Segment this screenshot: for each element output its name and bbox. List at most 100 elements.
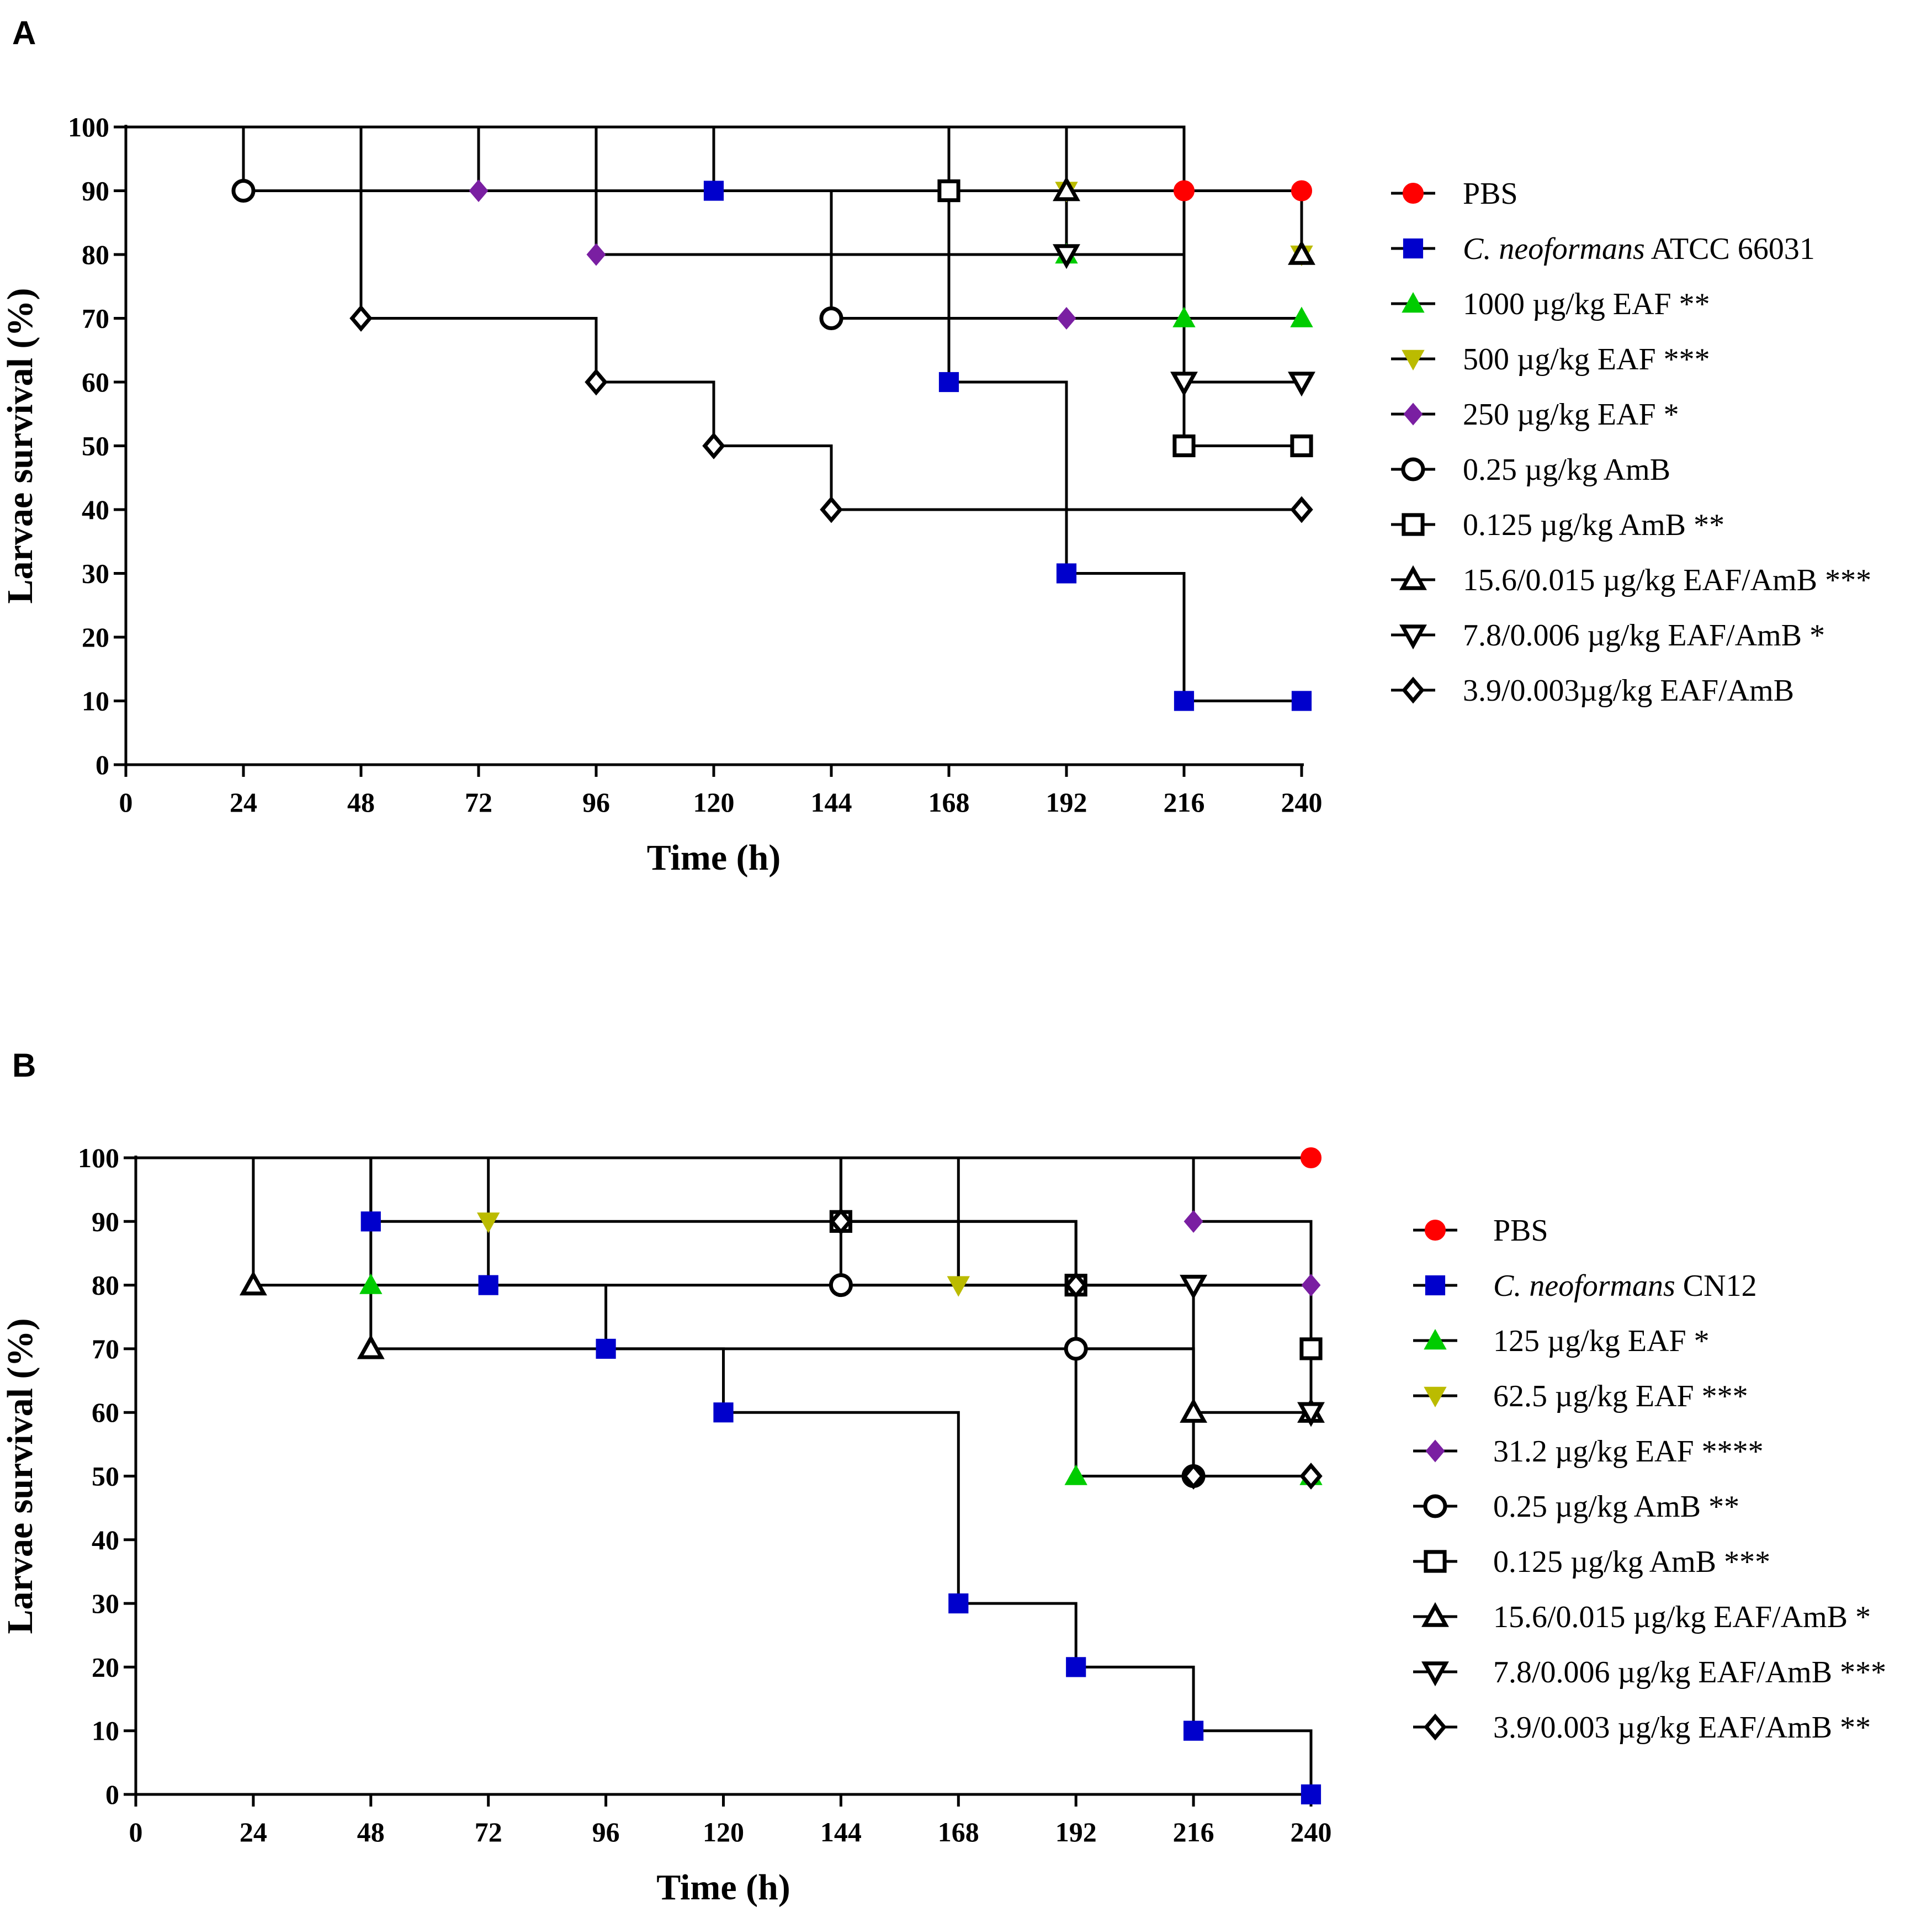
data-point-15-6-0-015-g-kg-eaf-amb <box>1288 240 1315 265</box>
legend-label: PBS <box>1463 177 1518 211</box>
data-point-15-6-0-015-g-kg-eaf-amb <box>239 1270 267 1296</box>
legend-marker <box>1402 349 1425 371</box>
legend-entry: 7.8/0.006 µg/kg EAF/AmB * <box>1391 618 1825 653</box>
data-point-pbs <box>1173 180 1195 202</box>
legend-marker <box>1401 457 1425 481</box>
data-point-3-9-0-003-g-kg-eaf-amb <box>1299 1463 1323 1490</box>
x-tick-label: 168 <box>928 787 970 818</box>
legend-entry: C. neoformans CN12 <box>1413 1269 1757 1303</box>
data-point-250-g-kg-eaf <box>1057 306 1076 330</box>
legend-label: 7.8/0.006 µg/kg EAF/AmB *** <box>1493 1655 1886 1689</box>
data-point-1000-g-kg-eaf <box>1290 306 1313 327</box>
x-tick-label: 96 <box>592 1816 620 1847</box>
data-point-c-neoformans-atcc-66031 <box>1174 691 1195 711</box>
legend-label: 7.8/0.006 µg/kg EAF/AmB * <box>1463 618 1825 653</box>
legend-entry: C. neoformans ATCC 66031 <box>1391 232 1815 266</box>
data-point-250-g-kg-eaf <box>586 243 606 266</box>
legend-label: 0.125 µg/kg AmB ** <box>1463 508 1724 542</box>
series-line-3-9-0-003-g-kg-eaf-amb <box>126 125 1302 511</box>
legend-entry: 500 µg/kg EAF *** <box>1391 342 1710 377</box>
legend-marker <box>1425 1439 1445 1463</box>
x-axis-label: Time (h) <box>647 838 781 878</box>
y-tick-label: 40 <box>92 1524 119 1555</box>
x-tick-label: 240 <box>1281 787 1323 818</box>
data-point-7-8-0-006-g-kg-eaf-amb <box>1288 372 1315 397</box>
data-point-3-9-0-003-g-kg-eaf-amb <box>1064 1272 1087 1299</box>
x-axis-label: Time (h) <box>656 1867 790 1908</box>
data-point-3-9-0-003-g-kg-eaf-amb <box>820 496 843 523</box>
x-tick-label: 120 <box>703 1816 744 1847</box>
legend-marker <box>1403 402 1423 426</box>
legend-label: 250 µg/kg EAF * <box>1463 398 1679 432</box>
y-tick-label: 0 <box>105 1779 119 1810</box>
data-point-c-neoformans-atcc-66031 <box>938 372 959 393</box>
series-line-62-5-g-kg-eaf <box>136 1156 1313 1349</box>
legend-marker <box>1424 1713 1447 1741</box>
legend-entry: PBS <box>1391 177 1518 211</box>
x-tick-label: 216 <box>1164 787 1205 818</box>
legend-label: 15.6/0.015 µg/kg EAF/AmB * <box>1493 1600 1871 1634</box>
legend-label: 3.9/0.003 µg/kg EAF/AmB ** <box>1493 1710 1871 1745</box>
series-line-7-8-0-006-g-kg-eaf-amb <box>126 125 1302 384</box>
legend-marker <box>1424 1219 1446 1241</box>
x-tick-label: 96 <box>582 787 610 818</box>
data-point-3-9-0-003-g-kg-eaf-amb <box>702 432 725 459</box>
legend-marker <box>1399 624 1427 650</box>
y-tick-label: 40 <box>82 494 109 525</box>
data-point-0-125-g-kg-amb <box>1172 434 1196 458</box>
data-point-0-25-g-kg-amb <box>231 178 256 203</box>
y-tick-label: 0 <box>95 749 109 780</box>
data-point-c-neoformans-atcc-66031 <box>1291 691 1312 711</box>
data-point-0-125-g-kg-amb <box>1299 1337 1323 1360</box>
data-point-7-8-0-006-g-kg-eaf-amb <box>1170 372 1198 397</box>
legend-marker <box>1425 1275 1446 1296</box>
data-point-125-g-kg-eaf <box>359 1273 383 1294</box>
data-point-31-2-g-kg-eaf <box>1301 1274 1321 1297</box>
data-point-0-125-g-kg-amb <box>937 179 960 203</box>
data-point-15-6-0-015-g-kg-eaf-amb <box>357 1334 385 1359</box>
legend-label: 1000 µg/kg EAF ** <box>1463 287 1710 321</box>
data-point-3-9-0-003-g-kg-eaf-amb <box>1290 496 1313 523</box>
data-point-c-neoformans-cn12 <box>478 1275 498 1295</box>
data-point-c-neoformans-cn12 <box>948 1593 969 1614</box>
data-point-31-2-g-kg-eaf <box>1183 1210 1203 1233</box>
y-tick-label: 100 <box>78 1142 119 1173</box>
legend-entry: 62.5 µg/kg EAF *** <box>1413 1379 1748 1413</box>
panel-a: A 0 10 20 30 40 50 60 70 80 90 100 0 24 48 72 96 120 144 16… <box>0 14 1871 878</box>
legend-marker <box>1424 1550 1447 1573</box>
x-tick-label: 24 <box>230 787 257 818</box>
y-tick-label: 10 <box>82 686 109 717</box>
x-tick-label: 24 <box>240 1816 267 1847</box>
data-point-pbs <box>1291 180 1313 202</box>
y-tick-label: 50 <box>92 1461 119 1492</box>
x-tick-label: 0 <box>119 787 133 818</box>
data-point-c-neoformans-cn12 <box>713 1402 734 1423</box>
legend-label: PBS <box>1493 1214 1548 1248</box>
legend-label: 31.2 µg/kg EAF **** <box>1493 1434 1764 1469</box>
legend-entry: 7.8/0.006 µg/kg EAF/AmB *** <box>1413 1655 1886 1689</box>
data-point-7-8-0-006-g-kg-eaf-amb <box>1297 1402 1325 1427</box>
legend-entry: PBS <box>1413 1214 1548 1248</box>
legend-entry: 31.2 µg/kg EAF **** <box>1413 1434 1764 1469</box>
legend-entry: 0.25 µg/kg AmB ** <box>1413 1490 1739 1524</box>
data-point-c-neoformans-cn12 <box>360 1211 381 1232</box>
x-tick-label: 120 <box>693 787 735 818</box>
legend-entry: 15.6/0.015 µg/kg EAF/AmB * <box>1413 1600 1871 1634</box>
legend-marker <box>1402 676 1425 704</box>
legend-marker <box>1402 292 1425 313</box>
legend-label: 125 µg/kg EAF * <box>1493 1324 1710 1358</box>
legend-label: 3.9/0.003µg/kg EAF/AmB <box>1463 674 1794 708</box>
legend-entry: 125 µg/kg EAF * <box>1413 1324 1710 1358</box>
x-tick-label: 144 <box>820 1816 862 1847</box>
legend-label: 0.125 µg/kg AmB *** <box>1493 1545 1770 1579</box>
panel-letter: B <box>12 1047 36 1084</box>
data-point-7-8-0-006-g-kg-eaf-amb <box>1053 244 1080 269</box>
y-tick-label: 80 <box>92 1270 119 1301</box>
legend-marker <box>1402 513 1425 536</box>
y-tick-label: 10 <box>92 1715 119 1746</box>
legend-label: 15.6/0.015 µg/kg EAF/AmB *** <box>1463 563 1871 597</box>
data-point-c-neoformans-cn12 <box>1183 1720 1204 1741</box>
legend-marker <box>1423 1494 1447 1518</box>
data-point-c-neoformans-cn12 <box>1301 1784 1321 1805</box>
legend-label: 0.25 µg/kg AmB ** <box>1493 1490 1739 1524</box>
